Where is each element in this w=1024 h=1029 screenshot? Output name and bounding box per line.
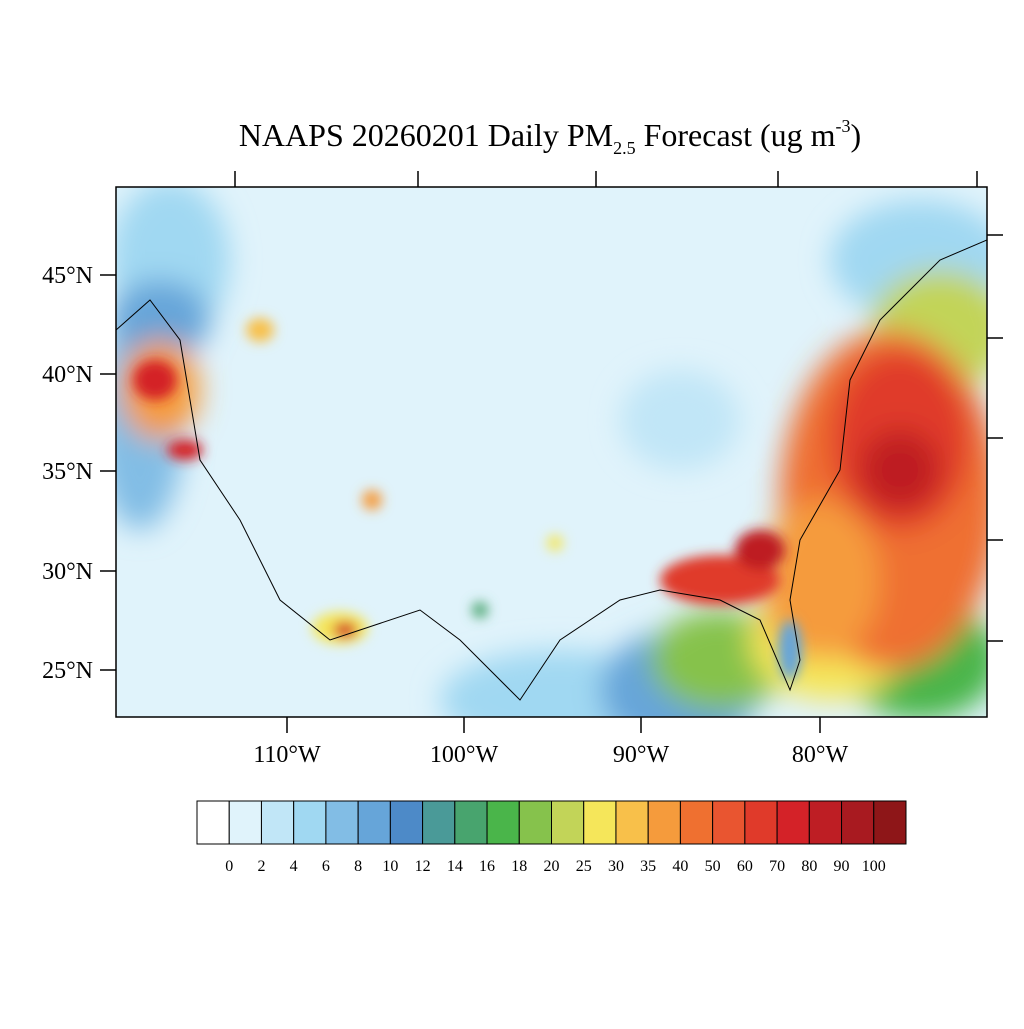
lat-label: 25°N [42,658,93,684]
lon-label: 90°W [613,742,670,768]
colorbar-box [357,800,391,845]
colorbar-box [551,800,585,845]
lon-label: 80°W [792,742,849,768]
colorbar-box [841,800,875,845]
colorbar-box [712,800,746,845]
colorbar-box [679,800,714,845]
colorbar-label: 50 [705,858,721,875]
colorbar-box [776,800,810,845]
colorbar-box [454,800,488,845]
map-frame [115,186,988,718]
colorbar-label: 70 [769,858,785,875]
colorbar-box [615,800,649,845]
colorbar-box [518,800,552,845]
colorbar-label: 10 [382,858,398,875]
colorbar-box [325,800,359,845]
colorbar-box [647,800,681,845]
colorbar-box [228,800,262,845]
colorbar-label: 4 [290,858,298,875]
colorbar-label: 6 [322,858,330,875]
lon-label: 100°W [430,742,499,768]
colorbar-label: 0 [225,858,233,875]
colorbar-label: 12 [415,858,431,875]
colorbar-box [196,800,230,845]
colorbar-label: 30 [608,858,624,875]
colorbar-label: 25 [576,858,592,875]
lon-label: 110°W [253,742,321,768]
colorbar-box [808,800,843,845]
lat-label: 30°N [42,559,93,585]
lat-label: 35°N [42,459,93,485]
colorbar-box [260,800,295,845]
graticule-ticks [100,171,1003,733]
colorbar-label: 40 [672,858,688,875]
colorbar-box [422,800,456,845]
colorbar-label: 2 [257,858,265,875]
lat-label: 40°N [42,362,93,388]
colorbar-label: 18 [511,858,527,875]
colorbar-label: 8 [354,858,362,875]
colorbar-box [873,800,907,845]
lat-label: 45°N [42,263,93,289]
colorbar-label: 35 [640,858,656,875]
map-field [116,187,987,717]
colorbar-label: 20 [544,858,560,875]
colorbar-label: 80 [801,858,817,875]
colorbar-label: 100 [862,858,886,875]
coastline [116,239,987,701]
colorbar-box [744,800,778,845]
colorbar-label: 90 [834,858,850,875]
colorbar-box [583,800,617,845]
colorbar-box [293,800,327,845]
map-title: NAAPS 20260201 Daily PM2.5 Forecast (ug … [239,116,861,158]
colorbar-label: 16 [479,858,495,875]
colorbar-box [389,800,424,845]
colorbar-label: 60 [737,858,753,875]
colorbar-label: 14 [447,858,463,875]
colorbar-box [486,800,520,845]
